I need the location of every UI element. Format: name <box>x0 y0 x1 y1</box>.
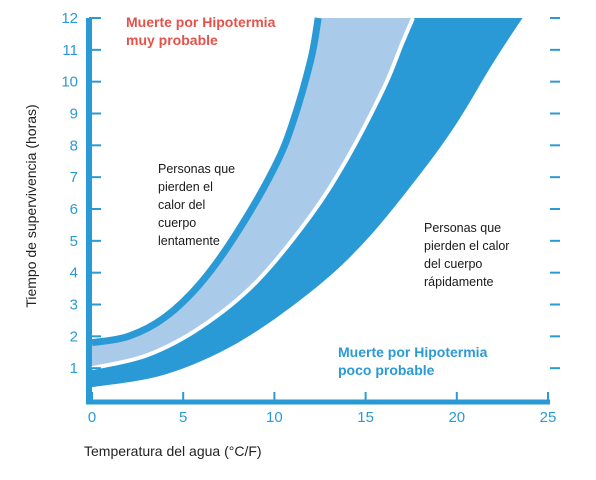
y-tick-label: 4 <box>70 265 78 282</box>
y-tick-label: 9 <box>70 106 78 123</box>
y-tick-label: 1 <box>70 360 78 377</box>
x-tick-label: 10 <box>266 409 283 426</box>
y-tick-label: 6 <box>70 201 78 218</box>
annotation-safe-zone: Muerte por Hipotermia poco probable <box>338 344 488 378</box>
y-tick-label: 10 <box>61 74 78 91</box>
annotation-fast-line-2: pierden el calor <box>424 239 509 253</box>
annotation-slow-loss: Personas que pierden el calor del cuerpo… <box>158 162 235 248</box>
y-tick-label: 11 <box>62 42 78 59</box>
x-tick-label: 0 <box>88 409 96 426</box>
annotation-slow-line-3: calor del <box>158 198 205 212</box>
lower-curve <box>91 17 415 371</box>
y-tick-label: 2 <box>70 328 78 345</box>
y-tick-label: 12 <box>61 10 78 27</box>
x-axis-title: Temperatura del agua (°C/F) <box>84 443 262 459</box>
annotation-slow-line-1: Personas que <box>158 162 235 176</box>
annotation-fast-loss: Personas que pierden el calor del cuerpo… <box>424 221 509 289</box>
y-tick-label: 5 <box>70 233 78 250</box>
x-tick-label: 20 <box>448 409 465 426</box>
annotation-safe-line-2: poco probable <box>338 362 435 378</box>
upper-curve <box>91 17 322 347</box>
slow-loss-band <box>92 18 413 369</box>
y-tick-label: 8 <box>70 137 78 154</box>
annotation-slow-line-5: lentamente <box>158 234 220 248</box>
annotation-slow-line-4: cuerpo <box>158 216 196 230</box>
annotation-danger-zone: Muerte por Hipotermia muy probable <box>126 14 276 48</box>
annotation-fast-line-1: Personas que <box>424 221 501 235</box>
annotation-danger-line-2: muy probable <box>126 32 218 48</box>
x-tick-label: 25 <box>540 409 557 426</box>
y-tick-label: 3 <box>70 297 78 314</box>
y-tick-label: 7 <box>70 169 78 186</box>
annotation-fast-line-3: del cuerpo <box>424 257 482 271</box>
chart-curves <box>91 17 415 371</box>
annotation-safe-line-1: Muerte por Hipotermia <box>338 344 488 360</box>
annotation-danger-line-1: Muerte por Hipotermia <box>126 14 276 30</box>
chart-fills <box>92 18 523 388</box>
fast-loss-band <box>92 18 523 388</box>
x-tick-label: 15 <box>357 409 374 426</box>
x-tick-label: 5 <box>179 409 187 426</box>
annotation-slow-line-2: pierden el <box>158 180 213 194</box>
y-axis-title: Tiempo de supervivencia (horas) <box>23 104 39 307</box>
annotation-fast-line-4: rápidamente <box>424 275 494 289</box>
